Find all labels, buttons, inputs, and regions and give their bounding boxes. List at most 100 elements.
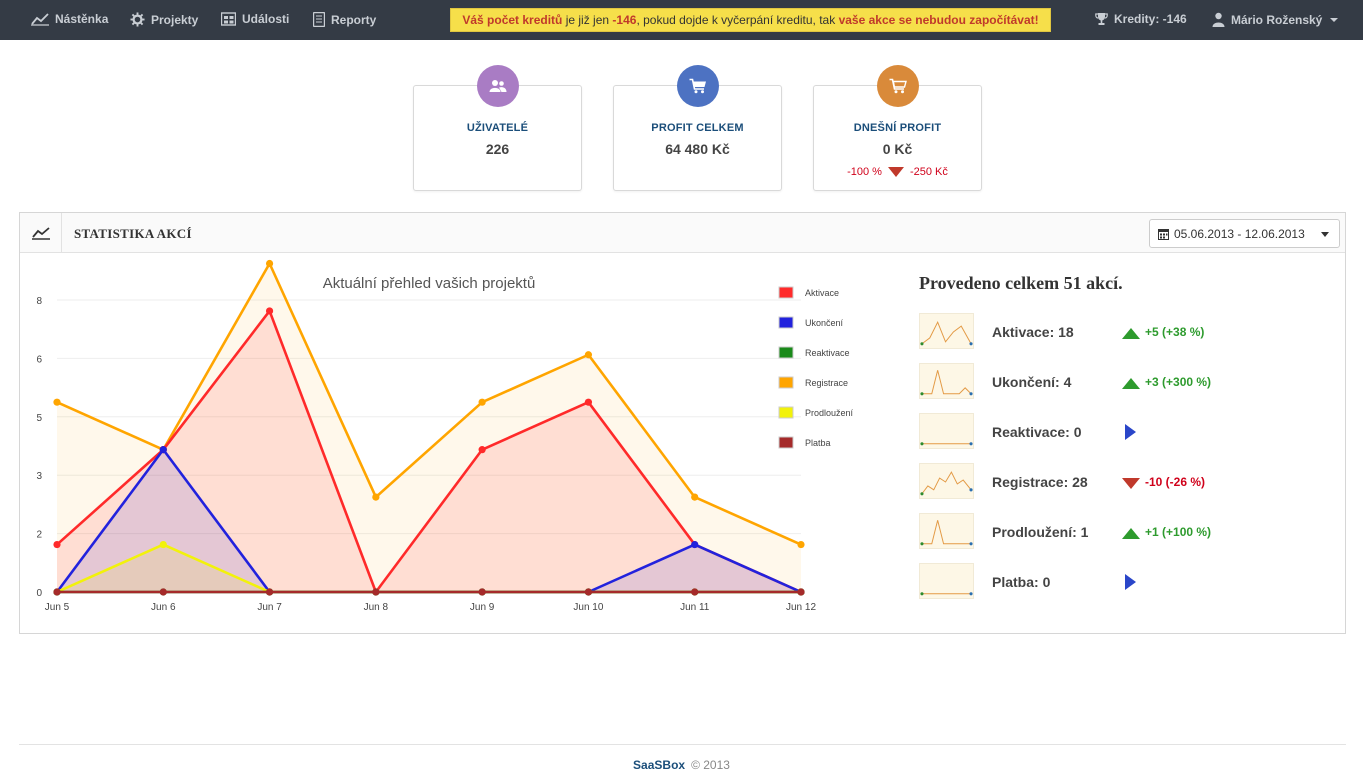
summary-delta: +1 (+100 %) bbox=[1145, 525, 1212, 539]
data-point bbox=[691, 493, 699, 501]
data-point bbox=[797, 588, 805, 596]
x-tick-label: Jun 8 bbox=[364, 602, 389, 613]
y-tick-label: 5 bbox=[36, 413, 42, 424]
stat-value: 64 480 Kč bbox=[665, 141, 730, 157]
data-point bbox=[691, 540, 699, 549]
nav-item-label: Projekty bbox=[151, 12, 199, 27]
arrow-right-icon bbox=[1125, 574, 1136, 595]
data-point bbox=[265, 307, 274, 315]
date-range-value: 05.06.2013 - 12.06.2013 bbox=[1174, 226, 1305, 241]
data-point bbox=[584, 398, 593, 406]
data-point bbox=[372, 588, 380, 596]
stat-label: PROFIT CELKEM bbox=[651, 122, 744, 134]
data-point bbox=[265, 259, 274, 268]
data-point bbox=[584, 588, 593, 596]
top-navbar: Nástěnka Projekty Události Reporty Váš p… bbox=[0, 0, 1363, 40]
legend-label: Platba bbox=[805, 438, 831, 448]
sparkline bbox=[919, 513, 974, 549]
summary-label: Reaktivace: 0 bbox=[992, 424, 1082, 440]
user-icon bbox=[1212, 12, 1225, 27]
data-point bbox=[584, 351, 593, 359]
credits-indicator[interactable]: Kredity: -146 bbox=[1095, 12, 1187, 26]
summary-title: Provedeno celkem 51 akcí. bbox=[919, 273, 1123, 293]
series-area-aktivace bbox=[57, 310, 801, 592]
nav-item-projects[interactable]: Projekty bbox=[130, 12, 198, 27]
date-range-picker[interactable]: 05.06.2013 - 12.06.2013 bbox=[1149, 219, 1340, 248]
footer-brand[interactable]: SaaSBox bbox=[633, 758, 686, 772]
data-point bbox=[53, 588, 61, 596]
delta-percent: -100 % bbox=[847, 166, 882, 178]
panel-header: STATISTIKA AKCÍ 05.06.2013 - 12.06.2013 bbox=[20, 213, 1345, 253]
calendar-icon bbox=[1158, 228, 1169, 240]
stat-card-total-profit: PROFIT CELKEM 64 480 Kč bbox=[613, 65, 782, 191]
data-point bbox=[372, 493, 380, 501]
stat-value: 226 bbox=[485, 141, 510, 157]
series-line-aktivace bbox=[56, 309, 802, 594]
y-tick-label: 6 bbox=[36, 354, 42, 365]
legend-label: Prodloužení bbox=[805, 408, 854, 418]
x-tick-label: Jun 5 bbox=[45, 602, 70, 613]
user-menu[interactable]: Mário Roženský bbox=[1212, 12, 1339, 27]
sparkline bbox=[919, 563, 974, 599]
summary-row: Reaktivace: 0 bbox=[919, 413, 1239, 449]
user-name: Mário Roženský bbox=[1231, 12, 1323, 27]
chevron-down-icon bbox=[1321, 232, 1329, 237]
data-point bbox=[797, 540, 805, 549]
arrow-up-icon bbox=[1122, 526, 1140, 544]
projects-chart: Aktuální přehled vašich projektů 0 2 3 5 6 8 Ju… bbox=[36, 259, 854, 613]
legend-label: Ukončení bbox=[805, 318, 844, 328]
stat-delta: -100 % -250 Kč bbox=[814, 166, 981, 178]
data-point bbox=[478, 398, 486, 406]
stat-label: DNEŠNÍ PROFIT bbox=[853, 122, 942, 134]
legend-label: Reaktivace bbox=[805, 348, 850, 358]
arrow-right-icon bbox=[1125, 424, 1136, 445]
legend-swatch bbox=[778, 286, 794, 299]
summary-row: Ukončení: 4 +3 (+300 %) bbox=[919, 363, 1239, 399]
cart-icon bbox=[677, 65, 719, 107]
alert-warning-text: vaše akce se nebudou započítávat! bbox=[838, 13, 1039, 27]
chart-line-icon bbox=[20, 213, 62, 252]
legend-swatch bbox=[778, 316, 794, 329]
chevron-down-icon bbox=[1330, 17, 1339, 22]
nav-item-reports[interactable]: Reporty bbox=[313, 12, 376, 27]
stat-value: 0 Kč bbox=[882, 141, 913, 157]
x-tick-label: Jun 10 bbox=[573, 602, 603, 613]
chart-line-icon bbox=[31, 13, 49, 26]
y-tick-label: 3 bbox=[36, 471, 42, 482]
nav-item-dashboard[interactable]: Nástěnka bbox=[31, 12, 108, 26]
legend-label: Aktivace bbox=[805, 288, 839, 298]
chart-title: Aktuální přehled vašich projektů bbox=[323, 275, 536, 292]
x-tick-label: Jun 6 bbox=[151, 602, 176, 613]
gear-icon bbox=[130, 12, 145, 27]
summary-label: Aktivace: 18 bbox=[992, 324, 1074, 340]
trophy-icon bbox=[1095, 13, 1108, 25]
nav-item-events[interactable]: Události bbox=[221, 12, 289, 26]
data-point bbox=[691, 588, 699, 596]
data-point bbox=[478, 588, 486, 596]
cart-icon bbox=[877, 65, 919, 107]
legend-swatch bbox=[778, 436, 794, 449]
data-point bbox=[159, 540, 167, 549]
credits-label: Kredity: -146 bbox=[1114, 12, 1187, 26]
data-point bbox=[53, 398, 61, 406]
summary-label: Registrace: 28 bbox=[992, 474, 1088, 490]
alert-credits-value: -146 bbox=[612, 13, 637, 27]
footer-divider bbox=[19, 744, 1346, 745]
nav-item-label: Události bbox=[242, 12, 290, 26]
summary-row: Registrace: 28 -10 (-26 %) bbox=[919, 463, 1239, 499]
alert-text: , pokud dojde k vyčerpání kreditu, tak bbox=[636, 13, 839, 27]
data-point bbox=[265, 588, 274, 596]
data-point bbox=[478, 446, 486, 454]
x-tick-label: Jun 11 bbox=[680, 602, 710, 613]
summary-delta: +5 (+38 %) bbox=[1145, 325, 1205, 339]
report-icon bbox=[313, 12, 325, 27]
credit-warning-alert: Váš počet kreditů je již jen -146, pokud… bbox=[450, 8, 1051, 32]
legend-swatch bbox=[778, 346, 794, 359]
data-point bbox=[53, 540, 61, 549]
summary-row: Aktivace: 18 +5 (+38 %) bbox=[919, 313, 1239, 349]
delta-amount: -250 Kč bbox=[909, 166, 948, 178]
nav-item-label: Nástěnka bbox=[55, 12, 109, 26]
stat-card-users: UŽIVATELÉ 226 bbox=[413, 65, 582, 191]
legend-swatch bbox=[778, 376, 794, 389]
x-tick-label: Jun 9 bbox=[470, 602, 495, 613]
